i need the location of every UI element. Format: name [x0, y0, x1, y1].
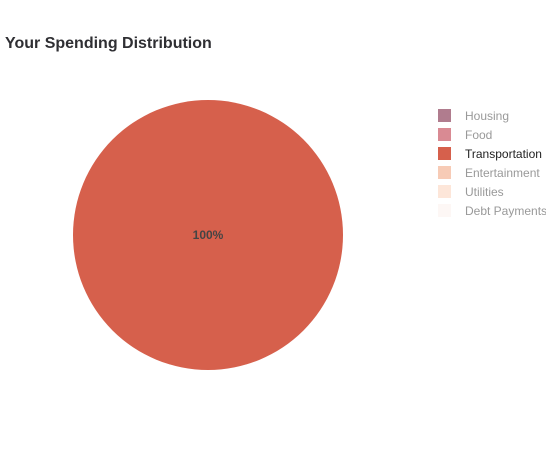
pie-data-label: 100%	[193, 228, 224, 242]
legend-label: Housing	[465, 108, 510, 123]
legend-swatch	[438, 204, 451, 217]
pie-labels: 100%	[193, 228, 224, 242]
legend-item-transportation[interactable]: Transportation	[438, 144, 546, 163]
chart-title: Your Spending Distribution	[5, 35, 212, 52]
legend-label: Food	[465, 127, 493, 142]
legend-item-utilities[interactable]: Utilities	[438, 182, 546, 201]
legend: Housing Food Transportation Entertainment Ut…	[438, 106, 546, 220]
legend-swatch	[438, 128, 451, 141]
pie-slices	[73, 100, 343, 370]
legend-item-debt-payments[interactable]: Debt Payments	[438, 201, 546, 220]
pie-slice-transportation[interactable]	[73, 100, 343, 370]
legend-swatch	[438, 166, 451, 179]
legend-swatch	[438, 185, 451, 198]
legend-label: Debt Payments	[465, 203, 546, 218]
legend-item-food[interactable]: Food	[438, 125, 546, 144]
legend-swatch	[438, 147, 451, 160]
legend-swatch	[438, 109, 451, 122]
legend-item-entertainment[interactable]: Entertainment	[438, 163, 546, 182]
legend-label: Utilities	[465, 184, 504, 199]
legend-item-housing[interactable]: Housing	[438, 106, 546, 125]
legend-label: Entertainment	[465, 165, 540, 180]
legend-label: Transportation	[465, 146, 542, 161]
